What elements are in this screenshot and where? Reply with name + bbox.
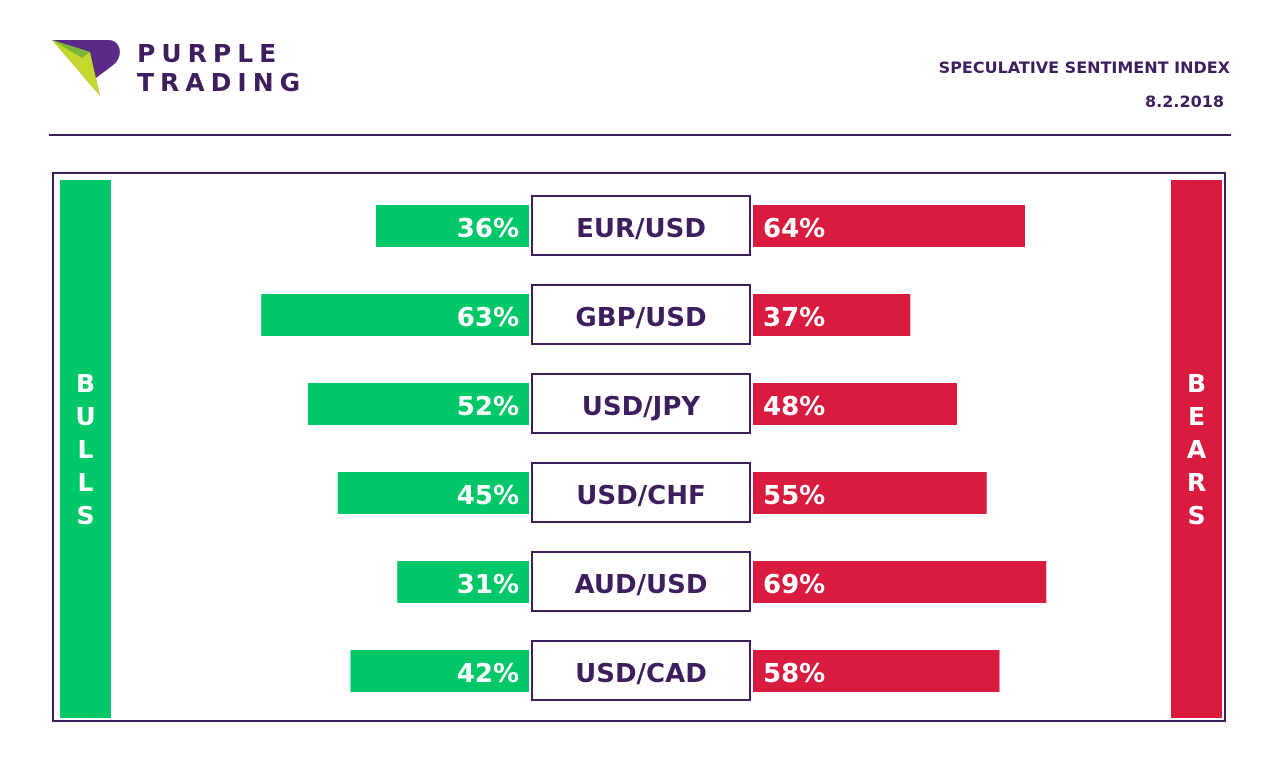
pair-box-usd-cad <box>531 640 751 701</box>
pair-box-gbp-usd <box>531 284 751 345</box>
pair-label-usd-chf: USD/CHF <box>576 481 706 511</box>
bear-bar-usd-jpy <box>753 383 957 425</box>
page-title: SPECULATIVE SENTIMENT INDEX <box>938 58 1230 77</box>
bull-bar-usd-cad <box>350 650 529 692</box>
pair-label-usd-jpy: USD/JPY <box>582 392 702 422</box>
bear-value-aud-usd: 69% <box>763 570 825 600</box>
bull-value-aud-usd: 31% <box>457 570 519 600</box>
chart-panel <box>52 172 1226 722</box>
bears-label-letter-3: R <box>1186 467 1207 497</box>
pair-box-aud-usd <box>531 551 751 612</box>
header-divider <box>49 134 1231 136</box>
pair-label-usd-cad: USD/CAD <box>575 659 707 689</box>
bears-label-letter-2: A <box>1186 434 1207 464</box>
bull-value-usd-chf: 45% <box>457 481 519 511</box>
bear-bar-eur-usd <box>753 205 1025 247</box>
pair-box-usd-chf <box>531 462 751 523</box>
bear-bar-gbp-usd <box>753 294 911 336</box>
bulls-label-letter-4: S <box>76 500 95 530</box>
pair-label-eur-usd: EUR/USD <box>576 214 706 244</box>
bull-value-eur-usd: 36% <box>457 214 519 244</box>
bulls-label-letter-3: L <box>77 467 94 497</box>
bull-bar-eur-usd <box>376 205 529 247</box>
bull-value-gbp-usd: 63% <box>457 303 519 333</box>
bear-value-usd-jpy: 48% <box>763 392 825 422</box>
bears-label-letter-4: S <box>1187 500 1206 530</box>
pair-box-eur-usd <box>531 195 751 256</box>
brand-name: PURPLE TRADING <box>137 39 306 97</box>
bulls-label-letter-2: L <box>77 434 94 464</box>
bull-bar-usd-jpy <box>308 383 529 425</box>
bulls-label-letter-0: B <box>75 368 96 398</box>
bull-bar-usd-chf <box>337 472 529 514</box>
pair-label-gbp-usd: GBP/USD <box>575 303 706 333</box>
bull-bar-aud-usd <box>397 561 529 603</box>
brand-line-2: TRADING <box>137 68 307 97</box>
report-date: 8.2.2018 <box>1145 92 1224 111</box>
bull-value-usd-jpy: 52% <box>457 392 519 422</box>
bear-bar-aud-usd <box>753 561 1047 603</box>
bull-bar-gbp-usd <box>261 294 529 336</box>
bears-label-letter-1: E <box>1187 401 1206 431</box>
bulls-label-letter-1: U <box>75 401 96 431</box>
bear-bar-usd-chf <box>753 472 987 514</box>
bears-label-letter-0: B <box>1186 368 1207 398</box>
bear-value-eur-usd: 64% <box>763 214 825 244</box>
bear-bar-usd-cad <box>753 650 1000 692</box>
pair-label-aud-usd: AUD/USD <box>575 570 708 600</box>
bear-value-gbp-usd: 37% <box>763 303 825 333</box>
bear-value-usd-chf: 55% <box>763 481 825 511</box>
bear-value-usd-cad: 58% <box>763 659 825 689</box>
purple-trading-logo-icon <box>52 40 120 96</box>
bull-value-usd-cad: 42% <box>457 659 519 689</box>
pair-box-usd-jpy <box>531 373 751 434</box>
brand-line-1: PURPLE <box>137 39 283 68</box>
